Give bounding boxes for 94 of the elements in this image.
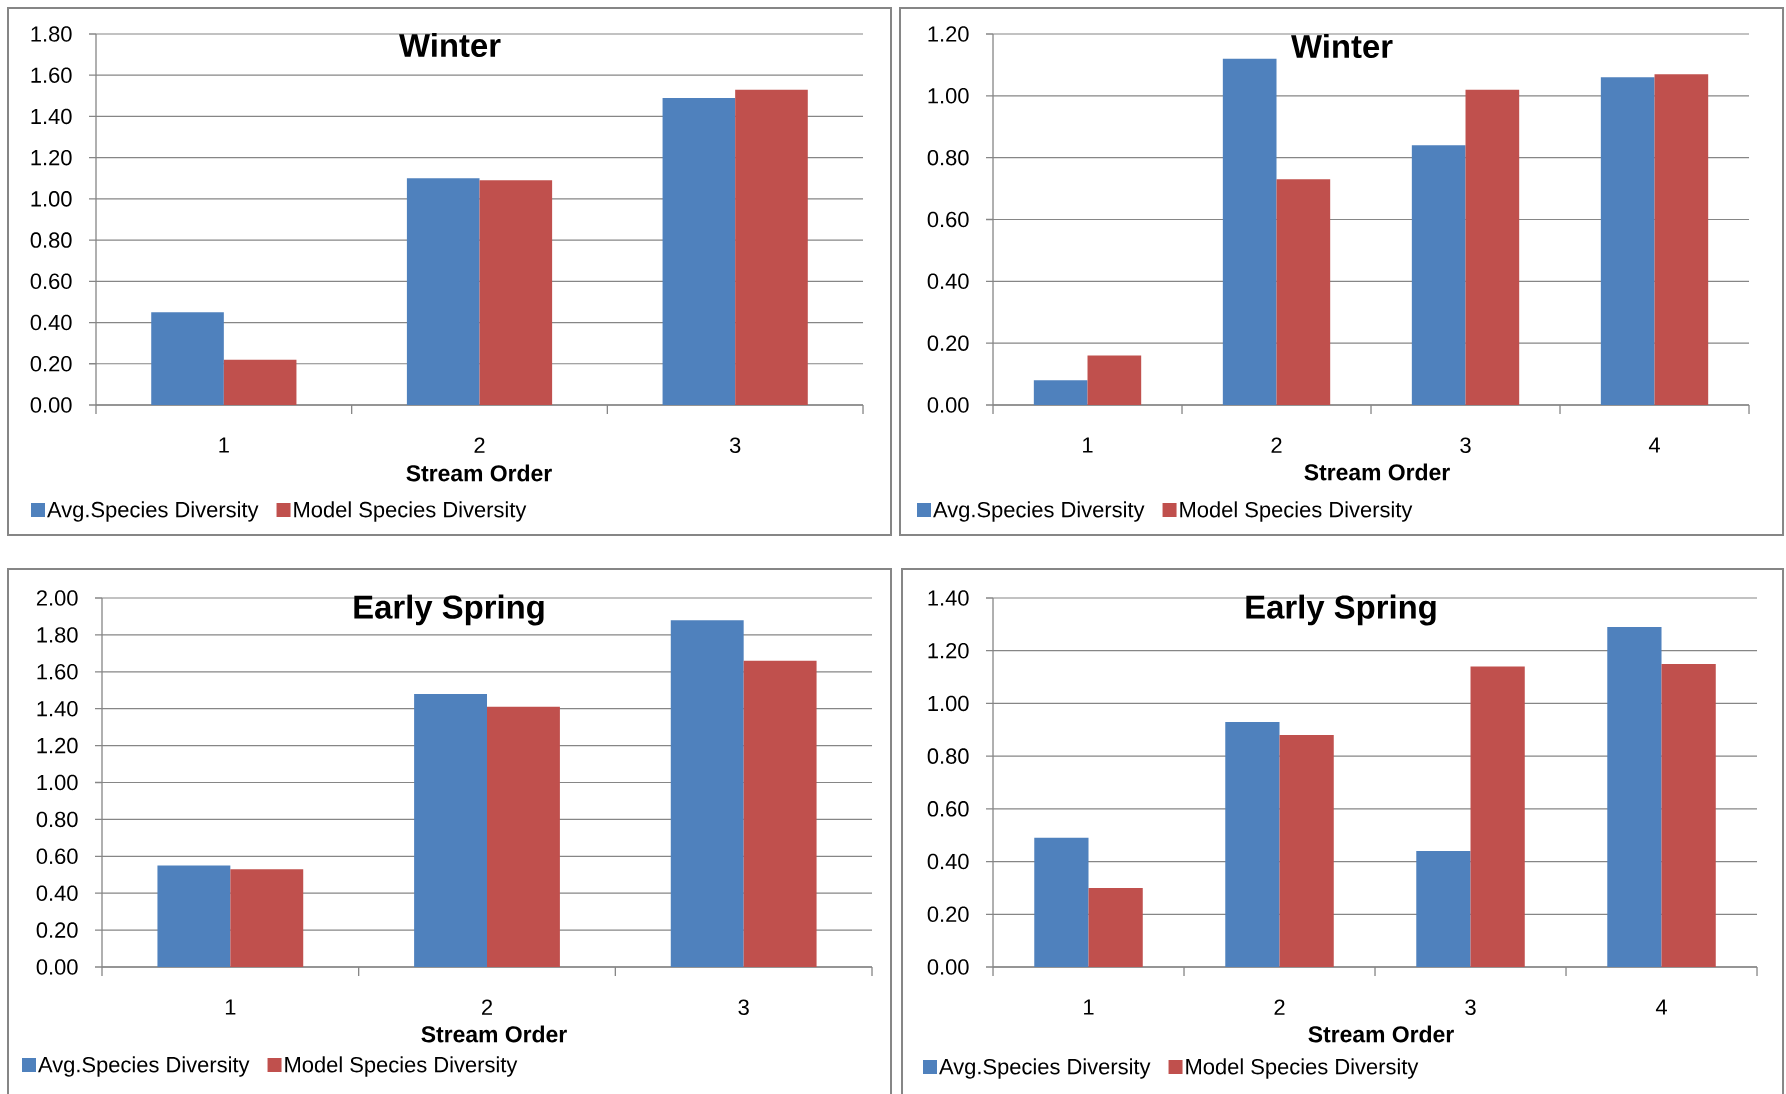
bar (1600, 77, 1655, 405)
y-tick-label: 1.00 (37, 774, 78, 791)
y-tick-label: 0.00 (927, 397, 969, 413)
y-tick-label: 1.40 (928, 590, 969, 606)
y-tick-label: 0.00 (36, 959, 78, 975)
chart-title: Winter (399, 32, 501, 58)
y-tick-label: 1.80 (31, 26, 72, 42)
x-tick-label: 2 (474, 437, 485, 453)
x-tick-label: 3 (738, 999, 749, 1016)
y-tick-label: 0.80 (36, 811, 78, 828)
y-tick-label: 0.60 (36, 848, 78, 865)
y-tick-label: 0.80 (927, 748, 969, 764)
y-tick-label: 0.60 (30, 273, 72, 290)
x-axis-title: Stream Order (406, 464, 552, 482)
bar (735, 89, 808, 405)
bar (1661, 663, 1716, 967)
y-tick-label: 0.40 (36, 885, 78, 901)
x-tick-label: 1 (225, 999, 236, 1015)
y-tick-label: 1.40 (31, 108, 72, 125)
legend-label: Avg.Species Diversity (939, 1058, 1151, 1079)
chart-title: Winter (1291, 33, 1393, 59)
x-tick-label: 3 (729, 437, 741, 454)
bar (1088, 887, 1143, 967)
x-tick-label: 4 (1655, 999, 1667, 1015)
bar (414, 693, 487, 967)
x-tick-label: 1 (1084, 999, 1094, 1015)
y-tick-label: 0.60 (927, 801, 969, 817)
bar (1276, 179, 1331, 405)
y-tick-label: 1.60 (31, 67, 72, 83)
x-tick-label: 2 (1274, 999, 1285, 1015)
y-tick-label: 0.20 (927, 906, 969, 923)
bar (1607, 626, 1662, 967)
x-tick-label: 2 (1271, 437, 1282, 453)
legend-label: Model Species Diversity (1180, 501, 1413, 522)
legend-label: Model Species Diversity (285, 1056, 518, 1077)
y-tick-label: 1.00 (928, 88, 969, 104)
y-tick-label: 0.20 (30, 356, 72, 372)
bar (1654, 74, 1709, 405)
x-axis-title: Stream Order (1304, 463, 1450, 481)
bar (1279, 735, 1334, 967)
bar (662, 97, 736, 405)
bar (1416, 851, 1471, 967)
bar (406, 178, 480, 405)
x-tick-label: 1 (219, 437, 229, 453)
bar (1225, 721, 1280, 967)
y-tick-label: 0.20 (927, 335, 969, 351)
legend-label: Avg.Species Diversity (933, 501, 1145, 522)
y-tick-label: 1.80 (37, 627, 78, 643)
bar (1465, 89, 1520, 405)
bar (479, 180, 553, 405)
bar (230, 869, 304, 967)
y-tick-label: 0.80 (927, 149, 969, 166)
bar (487, 706, 560, 967)
y-tick-label: 0.60 (927, 211, 969, 228)
x-tick-label: 4 (1648, 437, 1660, 453)
bar (1411, 145, 1466, 405)
bar (1033, 380, 1088, 405)
x-axis-title: Stream Order (421, 1025, 567, 1043)
bar (743, 660, 817, 967)
y-tick-label: 0.40 (927, 853, 969, 870)
legend-label: Model Species Diversity (1186, 1058, 1419, 1079)
y-tick-label: 0.40 (927, 273, 969, 290)
y-tick-label: 1.60 (37, 664, 78, 680)
y-tick-label: 1.20 (31, 149, 72, 166)
x-tick-label: 1 (1083, 437, 1093, 453)
bar (151, 312, 224, 405)
y-tick-label: 2.00 (36, 590, 78, 606)
bar (1470, 666, 1525, 967)
bar (157, 865, 231, 967)
legend-label: Avg.Species Diversity (47, 501, 259, 522)
bar (670, 620, 744, 967)
y-tick-label: 1.40 (37, 700, 78, 717)
x-tick-label: 2 (482, 999, 492, 1015)
bar (223, 359, 297, 405)
x-tick-label: 3 (1465, 999, 1476, 1016)
x-tick-label: 3 (1460, 437, 1471, 454)
chart-title: Early Spring (354, 594, 544, 626)
x-axis-title: Stream Order (1308, 1025, 1454, 1043)
y-tick-label: 1.20 (928, 26, 969, 42)
y-tick-label: 0.80 (30, 232, 72, 248)
y-tick-label: 0.00 (927, 959, 969, 975)
y-tick-label: 1.20 (37, 737, 78, 754)
y-tick-label: 0.20 (36, 922, 78, 938)
legend-label: Model Species Diversity (294, 501, 527, 522)
bar (1034, 837, 1089, 967)
y-tick-label: 0.00 (30, 397, 72, 413)
y-tick-label: 1.20 (928, 642, 969, 659)
bar (1222, 58, 1277, 405)
chart-title: Early Spring (1246, 594, 1436, 626)
y-tick-label: 1.00 (928, 695, 969, 712)
y-tick-label: 0.40 (30, 314, 72, 331)
legend-label: Avg.Species Diversity (38, 1056, 250, 1077)
bar (1087, 355, 1142, 405)
y-tick-label: 1.00 (31, 191, 72, 207)
